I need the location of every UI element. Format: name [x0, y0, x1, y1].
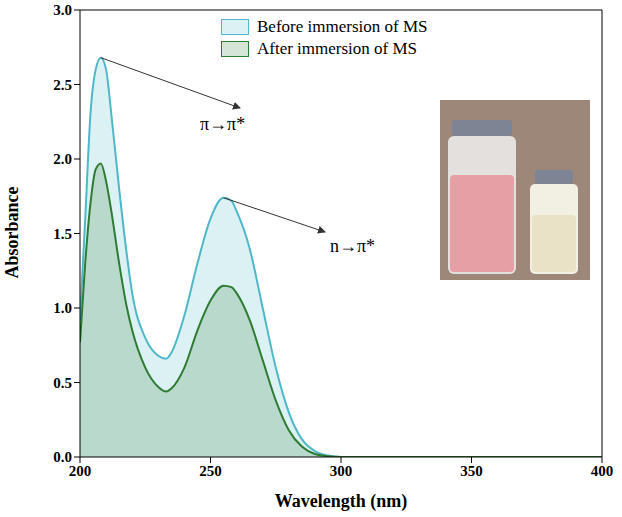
svg-text:2.5: 2.5 [53, 77, 72, 93]
svg-text:1.5: 1.5 [53, 226, 72, 242]
svg-text:350: 350 [460, 463, 483, 479]
svg-text:π→π*: π→π* [200, 114, 245, 134]
svg-text:200: 200 [69, 463, 92, 479]
svg-text:Wavelength (nm): Wavelength (nm) [275, 491, 408, 512]
svg-text:2.0: 2.0 [53, 151, 72, 167]
svg-text:250: 250 [199, 463, 222, 479]
svg-text:0.0: 0.0 [53, 449, 72, 465]
html-text:Before immersion of MS: Before immersion of MS [257, 17, 428, 36]
html-text:After immersion of MS: After immersion of MS [257, 39, 418, 58]
svg-text:0.5: 0.5 [53, 375, 72, 391]
svg-text:3.0: 3.0 [53, 2, 72, 18]
svg-text:400: 400 [591, 463, 614, 479]
svg-text:300: 300 [330, 463, 353, 479]
svg-text:1.0: 1.0 [53, 300, 72, 316]
svg-text:n→π*: n→π* [330, 236, 375, 256]
svg-text:Absorbance: Absorbance [2, 186, 22, 278]
